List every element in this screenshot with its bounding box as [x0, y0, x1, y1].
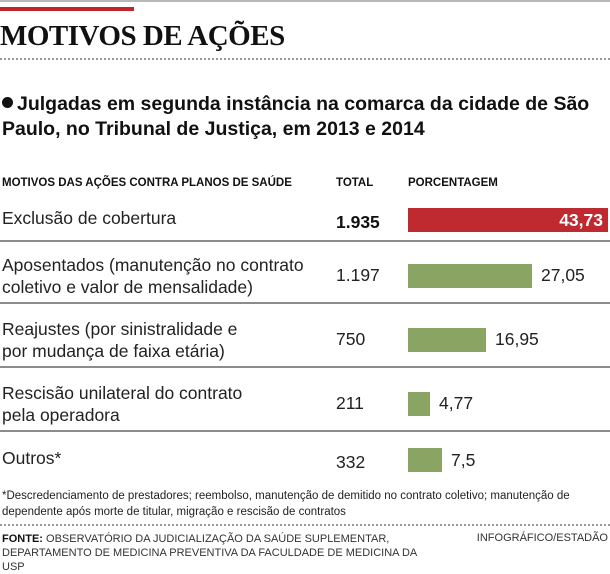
row-separator: [0, 302, 610, 304]
row-total: 1.197: [336, 265, 380, 285]
row-separator: [0, 240, 610, 242]
source-note: FONTE: OBSERVATÓRIO DA JUDICIALIZAÇÃO DA…: [2, 532, 442, 574]
footnote: *Descredenciamento de prestadores; reemb…: [2, 490, 570, 518]
row-label: Aposentados (manutenção no contrato cole…: [2, 255, 304, 297]
bar-value-label: 16,95: [495, 329, 539, 349]
bar-value-label: 43,73: [559, 210, 603, 230]
table-row: Reajustes (por sinistralidade e por muda…: [0, 312, 610, 372]
row-separator: [0, 366, 610, 368]
credit: INFOGRÁFICO/ESTADÃO: [476, 532, 608, 544]
row-total: 332: [336, 452, 366, 472]
row-total: 750: [336, 329, 366, 349]
bar-highlight: [408, 208, 608, 232]
column-header-total: TOTAL: [336, 177, 374, 189]
bar: [408, 448, 442, 472]
table-row: Exclusão de cobertura 1.935 43,73: [0, 200, 610, 240]
bullet-icon: [2, 97, 13, 108]
bar: [408, 392, 430, 416]
column-header-reason: MOTIVOS DAS AÇÕES CONTRA PLANOS DE SAÚDE: [2, 177, 292, 189]
bar-value-label: 27,05: [541, 265, 585, 285]
row-label: Exclusão de cobertura: [2, 208, 177, 228]
bar-value-label: 4,77: [439, 393, 474, 413]
footer-divider: [0, 524, 610, 526]
row-total: 1.935: [336, 212, 380, 232]
source-text: OBSERVATÓRIO DA JUDICIALIZAÇÃO DA SAÚDE …: [2, 533, 417, 573]
table-row: Outros* 332 7,5: [0, 440, 610, 484]
bar: [408, 264, 532, 288]
subtitle-text: Julgadas em segunda instância na comarca…: [2, 93, 590, 140]
bar-value-label: 7,5: [451, 450, 476, 470]
bar: [408, 328, 486, 352]
title-divider: [0, 58, 610, 60]
chart-title: MOTIVOS DE AÇÕES: [0, 20, 285, 52]
table-row: Rescisão unilateral do contrato pela ope…: [0, 376, 610, 436]
row-separator: [0, 430, 610, 432]
row-total: 211: [336, 393, 364, 413]
row-label: Outros*: [2, 448, 62, 468]
red-accent-bar: [0, 7, 134, 11]
chart-subtitle: Julgadas em segunda instância na comarca…: [2, 92, 602, 142]
top-rule: [0, 0, 610, 2]
source-label: FONTE:: [2, 533, 43, 545]
row-label: Rescisão unilateral do contrato pela ope…: [2, 383, 243, 425]
column-header-percentage: PORCENTAGEM: [408, 177, 498, 189]
table-row: Aposentados (manutenção no contrato cole…: [0, 248, 610, 308]
row-label: Reajustes (por sinistralidade e por muda…: [2, 319, 238, 361]
